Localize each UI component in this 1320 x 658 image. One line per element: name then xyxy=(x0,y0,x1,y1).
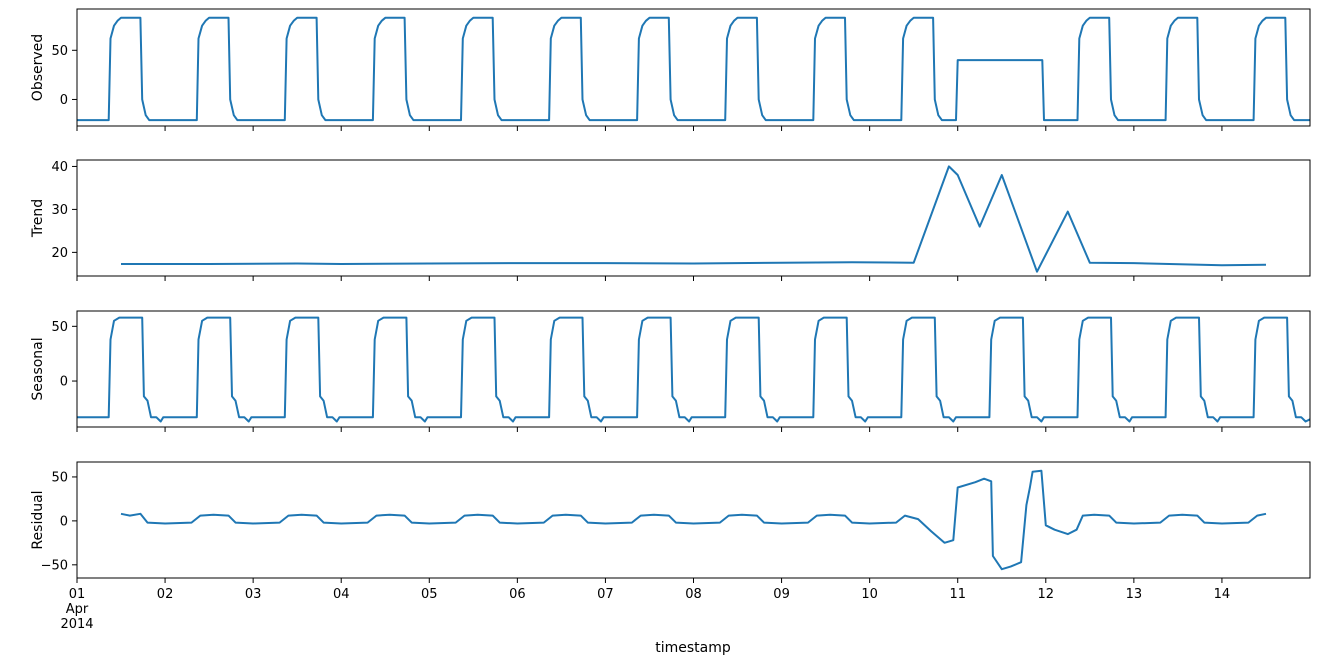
x-tick-label: 08 xyxy=(685,587,702,602)
x-tick-label: 07 xyxy=(597,587,614,602)
trend-y-tick-label: 20 xyxy=(51,246,68,261)
trend-panel: 20 30 40 Trend xyxy=(30,159,1311,281)
x-tick-label: 04 xyxy=(333,587,350,602)
observed-axes-frame xyxy=(76,8,1311,127)
residual-y-axis-label: Residual xyxy=(30,490,46,549)
x-tick-label: 2014 xyxy=(60,617,93,632)
x-axis-label: timestamp xyxy=(655,640,731,656)
trend-y-tick-label: 30 xyxy=(51,203,68,218)
residual-series-line xyxy=(120,469,1267,571)
trend-axes-frame xyxy=(76,159,1311,277)
x-tick-label: 11 xyxy=(949,587,966,602)
observed-panel: 0 50 Observed xyxy=(30,8,1311,131)
x-tick-label: 09 xyxy=(773,587,790,602)
x-tick-label: 05 xyxy=(421,587,438,602)
seasonal-y-tick-label: 50 xyxy=(51,320,68,335)
seasonal-axes-frame xyxy=(76,310,1311,428)
residual-axes-frame xyxy=(76,461,1311,579)
observed-series-line xyxy=(77,16,1310,122)
seasonal-panel: 0 50 Seasonal xyxy=(30,310,1311,432)
x-tick-label: 02 xyxy=(157,587,174,602)
seasonal-series-line xyxy=(77,316,1311,423)
observed-y-axis-label: Observed xyxy=(30,34,46,101)
x-tick-label: 06 xyxy=(509,587,526,602)
x-tick-label: 12 xyxy=(1038,587,1055,602)
x-tick-label: 01 xyxy=(69,587,86,602)
seasonal-y-tick-label: 0 xyxy=(60,375,68,390)
observed-y-tick-label: 50 xyxy=(51,44,68,59)
x-tick-label: 03 xyxy=(245,587,262,602)
trend-y-axis-label: Trend xyxy=(30,199,46,238)
seasonal-y-axis-label: Seasonal xyxy=(30,337,46,400)
residual-y-tick-label: −50 xyxy=(41,558,68,573)
x-tick-label: Apr xyxy=(66,602,89,617)
x-tick-label: 14 xyxy=(1214,587,1231,602)
residual-y-tick-label: 50 xyxy=(51,470,68,485)
trend-y-tick-label: 40 xyxy=(51,160,68,175)
residual-y-tick-label: 0 xyxy=(60,514,68,529)
residual-panel: −50 0 50 Residual xyxy=(30,461,1311,583)
x-tick-label: 10 xyxy=(861,587,878,602)
x-tick-label: 13 xyxy=(1126,587,1143,602)
observed-y-tick-label: 0 xyxy=(60,93,68,108)
trend-series-line xyxy=(121,165,1267,273)
